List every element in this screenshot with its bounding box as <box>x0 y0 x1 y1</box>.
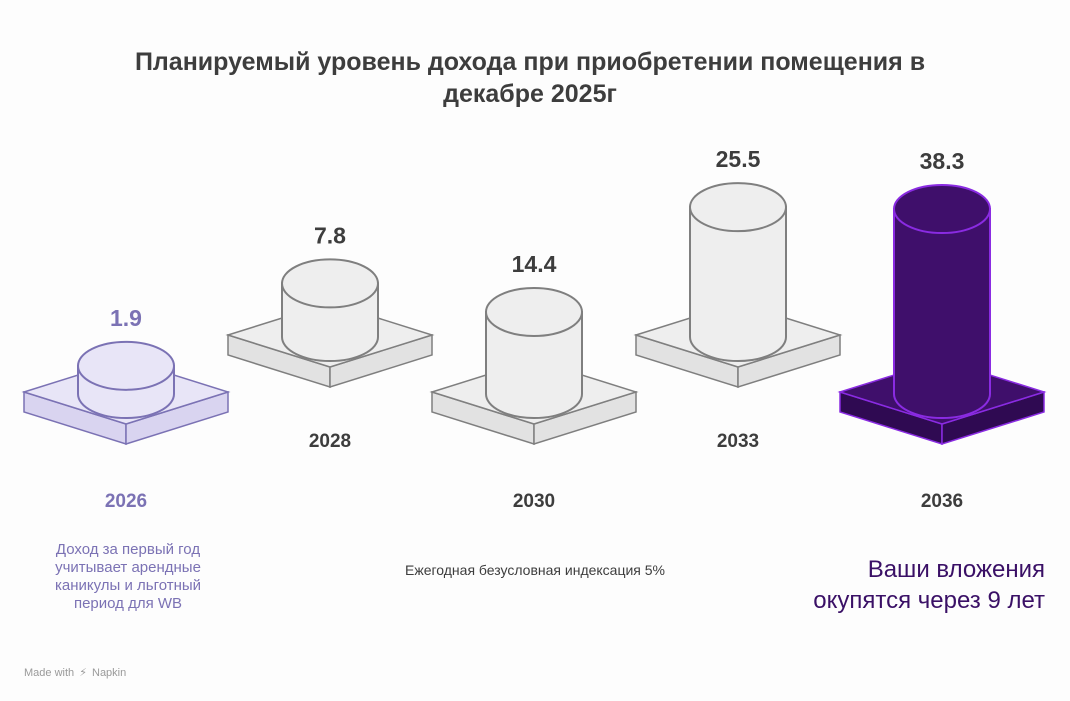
cylinder-top <box>689 182 787 233</box>
data-label: 14.4 <box>512 251 557 277</box>
first-year-note: Доход за первый год учитывает арендные к… <box>54 541 202 612</box>
cylinder-top <box>485 286 583 337</box>
cylinder-top <box>893 184 991 234</box>
data-label: 38.3 <box>920 148 965 174</box>
cylinder-bar <box>485 310 583 419</box>
watermark-prefix: Made with <box>24 667 75 679</box>
data-label: 7.8 <box>314 222 346 248</box>
category-label: 2036 <box>921 491 963 512</box>
cylinder-top <box>281 258 379 309</box>
chart-title: Планируемый уровень дохода при приобрете… <box>134 48 926 108</box>
watermark-brand: Napkin <box>92 667 127 679</box>
category-label: 2030 <box>513 491 555 512</box>
cylinder-top <box>77 340 175 391</box>
data-label: 25.5 <box>716 146 761 172</box>
category-label: 2026 <box>105 491 147 512</box>
napkin-watermark: Made with ⚡ Napkin <box>24 666 126 679</box>
indexation-note: Ежегодная безусловная индексация 5% <box>404 562 666 578</box>
category-label: 2033 <box>717 431 759 452</box>
category-label: 2028 <box>309 431 351 452</box>
payback-note: Ваши вложения окупятся через 9 лет <box>813 556 1045 614</box>
cylinder-bar <box>689 206 787 362</box>
napkin-logo-icon: ⚡ <box>79 667 87 679</box>
cylinder-bar <box>893 208 991 419</box>
data-label: 1.9 <box>110 305 142 331</box>
